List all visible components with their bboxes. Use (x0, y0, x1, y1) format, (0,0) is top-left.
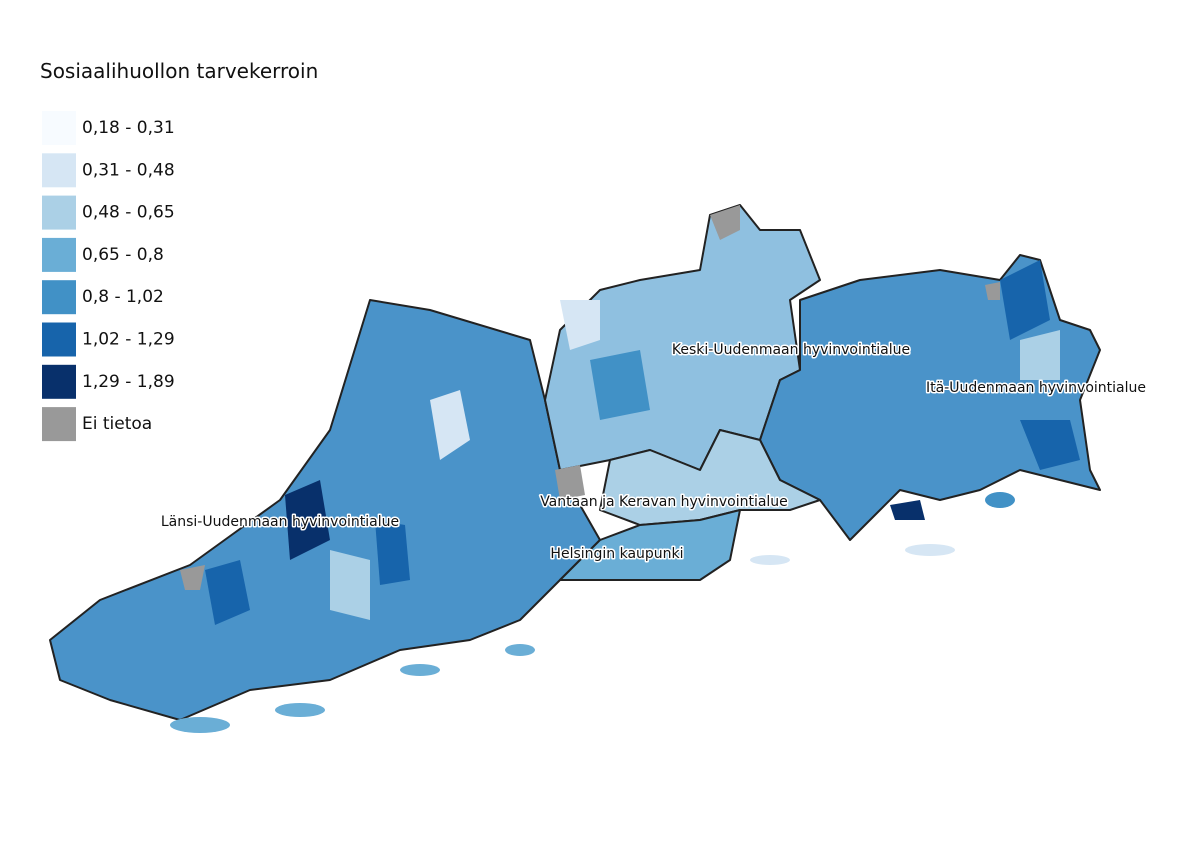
legend-label: 0,48 - 0,65 (82, 203, 175, 223)
legend-label: 0,65 - 0,8 (82, 245, 164, 265)
patch (375, 520, 410, 585)
legend-label: 1,29 - 1,89 (82, 372, 175, 392)
legend-swatch (42, 364, 76, 399)
island (985, 492, 1015, 508)
patch (330, 550, 370, 620)
map-patches (180, 205, 1080, 625)
patch (985, 282, 1000, 300)
patch (285, 480, 330, 560)
region-label: Helsingin kaupunki (550, 546, 683, 562)
island (275, 703, 325, 717)
patch (1020, 330, 1060, 380)
island (400, 664, 440, 676)
patch (1000, 260, 1050, 340)
legend-swatch (42, 407, 76, 442)
legend-label: 0,31 - 0,48 (82, 160, 175, 180)
patch (205, 560, 250, 625)
patch (890, 500, 925, 520)
legend-swatch (42, 322, 76, 357)
patch (710, 205, 740, 240)
island (505, 644, 535, 656)
legend-label: 0,8 - 1,02 (82, 287, 164, 307)
legend-label: 1,02 - 1,29 (82, 330, 175, 350)
patch (560, 300, 600, 350)
patch (1020, 420, 1080, 470)
patch (430, 390, 470, 460)
legend: 0,18 - 0,31 0,31 - 0,48 0,48 - 0,65 0,65 - … (42, 111, 175, 442)
legend-label: 0,18 - 0,31 (82, 118, 175, 138)
legend-swatch (42, 153, 76, 188)
islands (170, 492, 1015, 733)
legend-label: Ei tietoa (82, 414, 152, 434)
region-label: Länsi-Uudenmaan hyvinvointialue (161, 514, 399, 530)
patch (555, 465, 585, 500)
map-regions (49, 204, 1101, 721)
legend-swatch (42, 111, 76, 145)
region-label: Keski-Uudenmaan hyvinvointialue (672, 342, 910, 358)
island (170, 717, 230, 733)
legend-swatch (42, 195, 76, 230)
island (750, 555, 790, 565)
legend-title: Sosiaalihuollon tarvekerroin (40, 59, 318, 83)
patch (180, 565, 205, 590)
region-label: Vantaan ja Keravan hyvinvointialue (540, 494, 788, 510)
legend-swatch (42, 237, 76, 272)
island (905, 544, 955, 556)
region-label: Itä-Uudenmaan hyvinvointialue (926, 380, 1146, 396)
patch (590, 350, 650, 420)
legend-swatch (42, 280, 76, 315)
helsinki-region (559, 509, 741, 581)
